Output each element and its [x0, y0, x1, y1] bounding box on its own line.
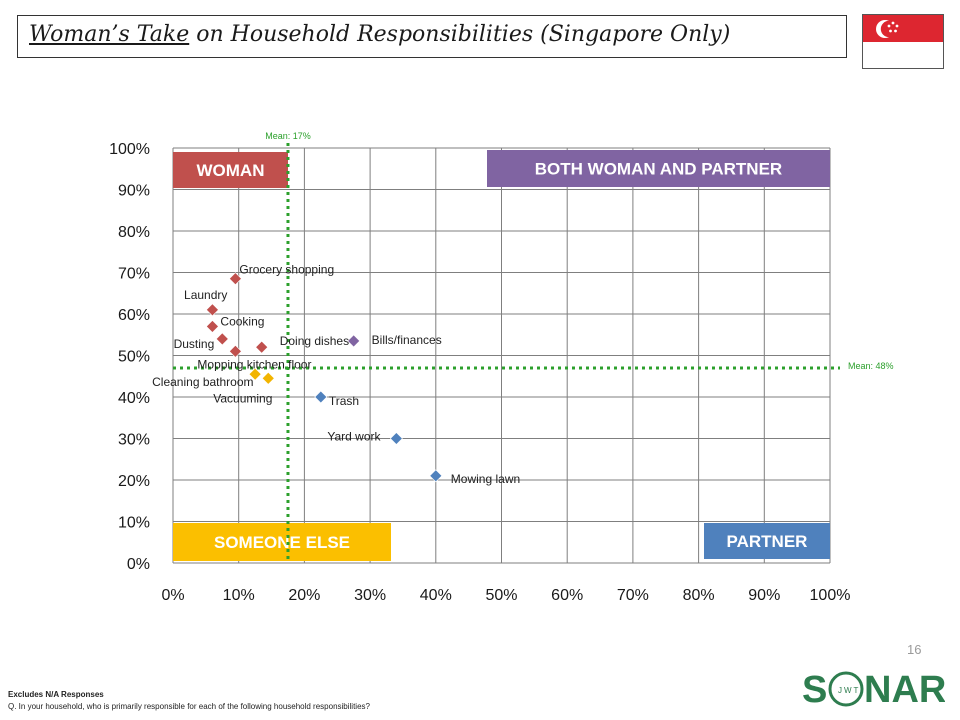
x-tick-label: 50% — [485, 587, 517, 604]
x-tick-label: 40% — [420, 587, 452, 604]
point-label: Vacuuming — [213, 391, 272, 405]
title-underlined: Woman’s Take — [29, 22, 190, 47]
data-point — [255, 340, 269, 354]
data-point — [261, 371, 275, 385]
x-tick-label: 100% — [810, 587, 851, 604]
data-point — [205, 303, 219, 317]
y-tick-label: 60% — [118, 307, 150, 324]
singapore-flag-icon — [862, 14, 944, 69]
sonar-logo: S JWT NAR — [802, 669, 945, 711]
x-tick-label: 70% — [617, 587, 649, 604]
point-label: Laundry — [184, 288, 227, 302]
quadrant-box — [487, 150, 830, 187]
svg-text:S: S — [802, 669, 827, 711]
y-tick-label: 10% — [118, 515, 150, 532]
x-tick-label: 90% — [748, 587, 780, 604]
data-point — [314, 390, 328, 404]
svg-text:JWT: JWT — [838, 686, 860, 695]
page-title: Woman’s Take on Household Responsibiliti… — [29, 22, 730, 47]
quadrant-label: SOMEONE ELSE — [214, 533, 350, 552]
point-label: Trash — [329, 394, 359, 408]
crescent-stars-icon — [876, 20, 899, 38]
x-tick-label: 10% — [223, 587, 255, 604]
data-point — [228, 272, 242, 286]
footer-note: Excludes N/A Responses — [8, 690, 104, 699]
y-tick-label: 70% — [118, 266, 150, 283]
data-point — [429, 469, 443, 483]
point-label: Dusting — [174, 337, 215, 351]
x-tick-label: 20% — [288, 587, 320, 604]
quadrant-label: WOMAN — [197, 161, 265, 180]
data-point — [205, 320, 219, 333]
quadrant-label: PARTNER — [727, 532, 808, 551]
quadrant-box — [173, 152, 288, 188]
title-box: Woman’s Take on Household Responsibiliti… — [17, 15, 847, 58]
point-label: Cooking — [220, 314, 264, 328]
data-point — [228, 344, 242, 358]
data-point — [347, 334, 361, 348]
y-tick-label: 0% — [127, 556, 150, 573]
point-label: Mowing lawn — [451, 472, 520, 486]
data-point — [215, 332, 229, 346]
x-tick-label: 80% — [683, 587, 715, 604]
point-label: Cleaning bathroom — [152, 375, 253, 389]
mean-label-y: Mean: 48% — [848, 361, 894, 371]
y-tick-label: 20% — [118, 473, 150, 490]
point-label: Yard work — [327, 430, 381, 444]
y-tick-label: 30% — [118, 432, 150, 449]
y-tick-label: 50% — [118, 349, 150, 366]
data-point — [248, 367, 262, 381]
title-rest: on Household Responsibilities (Singapore… — [189, 22, 731, 47]
flag-white-band — [863, 41, 943, 68]
quadrant-label: BOTH WOMAN AND PARTNER — [535, 160, 782, 179]
point-label: Mopping kitchen floor — [197, 357, 311, 371]
x-tick-label: 30% — [354, 587, 386, 604]
quadrant-box — [704, 523, 830, 559]
mean-label-x: Mean: 17% — [265, 131, 311, 141]
point-label: Grocery shopping — [239, 263, 334, 277]
data-point — [389, 432, 403, 445]
y-tick-label: 80% — [118, 224, 150, 241]
quadrant-box — [173, 523, 391, 561]
y-tick-label: 100% — [109, 141, 150, 158]
footer-question: Q. In your household, who is primarily r… — [8, 702, 370, 711]
svg-text:NAR: NAR — [864, 669, 945, 711]
x-tick-label: 0% — [161, 587, 184, 604]
y-tick-label: 90% — [118, 183, 150, 200]
point-label: Bills/finances — [372, 333, 442, 347]
y-tick-label: 40% — [118, 390, 150, 407]
x-tick-label: 60% — [551, 587, 583, 604]
point-label: Doing dishes — [280, 334, 349, 348]
page-number: 16 — [907, 642, 922, 657]
